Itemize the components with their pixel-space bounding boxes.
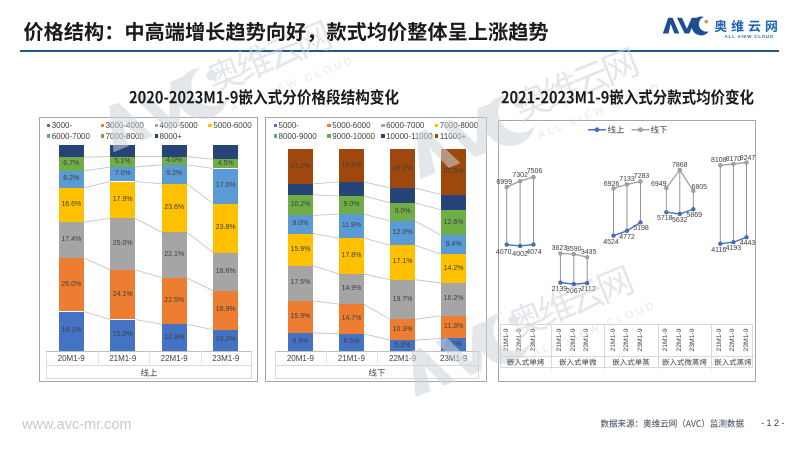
svg-text:ALL VIEW CLOUD: ALL VIEW CLOUD (229, 54, 356, 115)
